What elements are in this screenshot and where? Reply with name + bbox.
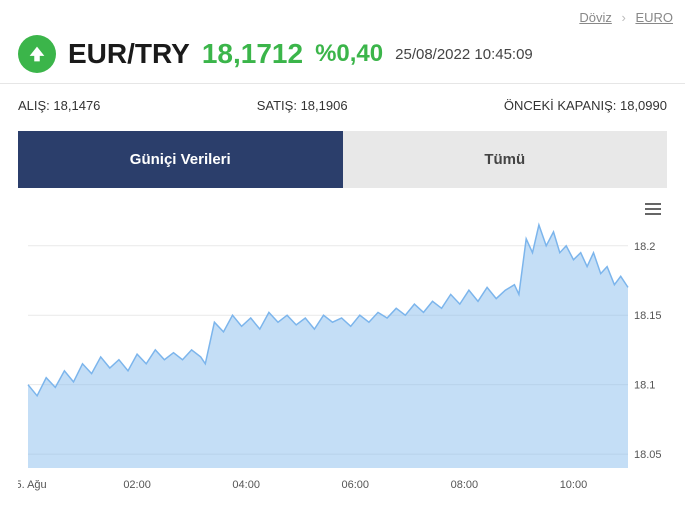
breadcrumb-link-doviz[interactable]: Döviz — [579, 10, 612, 25]
change-percent: %0,40 — [315, 40, 383, 68]
breadcrumb: Döviz › EURO — [0, 0, 685, 29]
svg-text:25. Ağu: 25. Ağu — [18, 479, 47, 491]
currency-widget: Döviz › EURO EUR/TRY 18,1712 %0,40 25/08… — [0, 0, 685, 498]
stat-prev-value: 18,0990 — [620, 98, 667, 113]
svg-text:18.05: 18.05 — [634, 449, 662, 461]
svg-text:18.2: 18.2 — [634, 241, 655, 253]
stat-prev: ÖNCEKİ KAPANIŞ: 18,0990 — [504, 98, 667, 113]
tab-all[interactable]: Tümü — [343, 131, 668, 188]
chart-menu-icon[interactable] — [645, 200, 661, 218]
timestamp: 25/08/2022 10:45:09 — [395, 46, 533, 63]
stat-prev-label: ÖNCEKİ KAPANIŞ: — [504, 98, 616, 113]
svg-text:08:00: 08:00 — [451, 479, 479, 491]
price-chart: 18.05 18.1 18.15 18.2 25. Ağu 02:00 04:00 06:00… — [18, 198, 667, 498]
svg-text:04:00: 04:00 — [232, 479, 260, 491]
svg-text:10:00: 10:00 — [560, 479, 588, 491]
tab-intraday[interactable]: Güniçi Verileri — [18, 131, 343, 188]
svg-text:18.1: 18.1 — [634, 380, 655, 392]
stats-row: ALIŞ: 18,1476 SATIŞ: 18,1906 ÖNCEKİ KAPA… — [0, 84, 685, 131]
header-row: EUR/TRY 18,1712 %0,40 25/08/2022 10:45:0… — [0, 29, 685, 84]
breadcrumb-link-euro[interactable]: EURO — [635, 10, 673, 25]
stat-sell-value: 18,1906 — [301, 98, 348, 113]
breadcrumb-separator: › — [621, 10, 625, 25]
svg-text:06:00: 06:00 — [342, 479, 370, 491]
stat-sell-label: SATIŞ: — [257, 98, 297, 113]
svg-text:18.15: 18.15 — [634, 310, 662, 322]
tabs: Güniçi Verileri Tümü — [18, 131, 667, 188]
stat-buy-label: ALIŞ: — [18, 98, 50, 113]
currency-pair: EUR/TRY — [68, 38, 190, 70]
stat-sell: SATIŞ: 18,1906 — [257, 98, 348, 113]
stat-buy-value: 18,1476 — [53, 98, 100, 113]
current-price: 18,1712 — [202, 38, 303, 70]
stat-buy: ALIŞ: 18,1476 — [18, 98, 100, 113]
direction-up-icon — [18, 35, 56, 73]
chart-container: 18.05 18.1 18.15 18.2 25. Ağu 02:00 04:00 06:00… — [18, 188, 667, 498]
svg-text:02:00: 02:00 — [123, 479, 151, 491]
